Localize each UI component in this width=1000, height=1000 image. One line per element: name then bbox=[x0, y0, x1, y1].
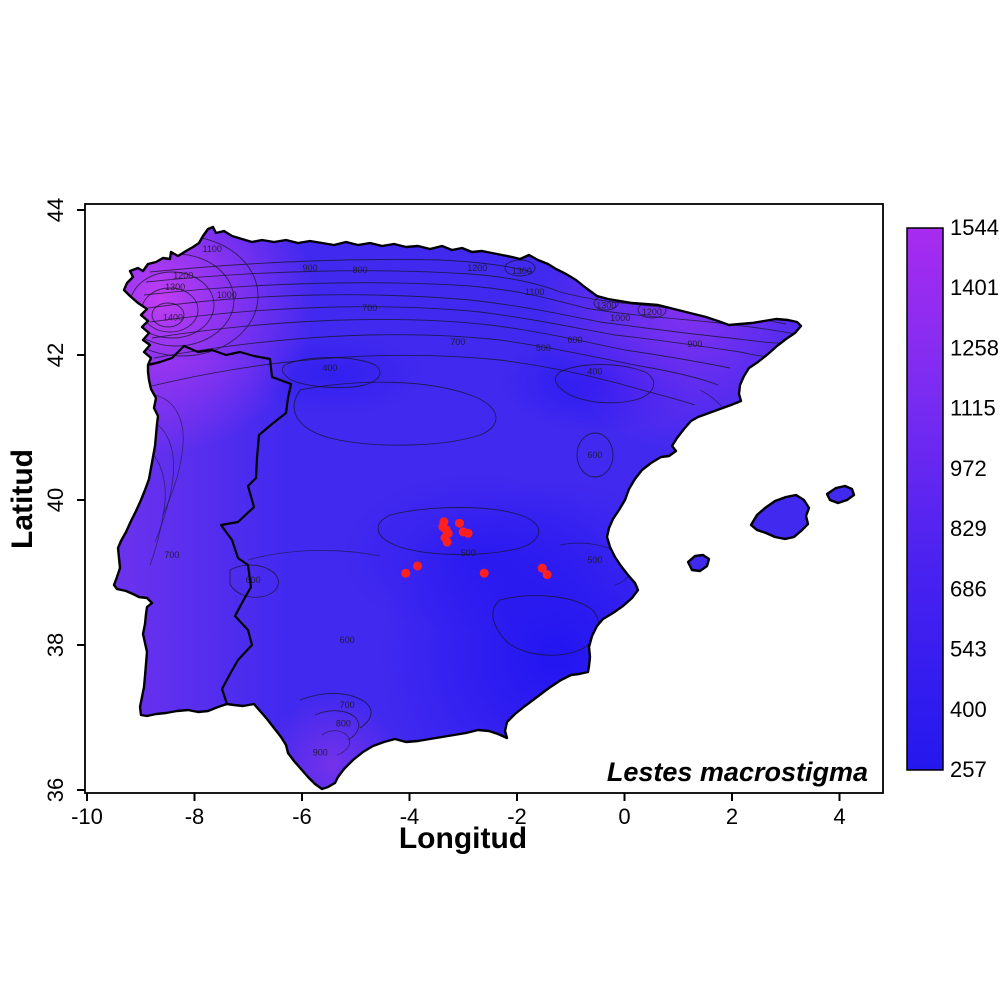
x-tick-label: -10 bbox=[71, 804, 103, 829]
colorbar-tick-labels: 257 400 543 686 829 972 1115 1258 1401 1544 bbox=[950, 215, 999, 782]
colorbar-tick-label: 686 bbox=[950, 576, 987, 601]
plot-frame bbox=[84, 203, 884, 794]
occurrence-point bbox=[442, 537, 452, 547]
contour-label: 1200 bbox=[173, 270, 193, 280]
species-annotation: Lestes macrostigma bbox=[607, 757, 868, 787]
x-tick-label: 0 bbox=[618, 804, 630, 829]
occurrence-point bbox=[401, 568, 411, 578]
y-tick-label: 40 bbox=[43, 488, 68, 512]
x-tick-label: -4 bbox=[400, 804, 420, 829]
colorbar-tick-label: 972 bbox=[950, 456, 987, 481]
contour-label: 600 bbox=[587, 450, 602, 460]
contour-label: 1200 bbox=[642, 307, 662, 317]
contour-label: 400 bbox=[322, 363, 337, 373]
contour-label: 700 bbox=[164, 550, 179, 560]
colorbar-tick-label: 1258 bbox=[950, 335, 999, 360]
y-axis-title: Latitud bbox=[6, 449, 39, 549]
contour-label: 1400 bbox=[163, 312, 183, 322]
y-tick-label: 42 bbox=[43, 343, 68, 367]
contour-label: 1100 bbox=[203, 244, 222, 254]
colorbar-tick-label: 257 bbox=[950, 757, 987, 782]
x-tick-label: -2 bbox=[507, 804, 527, 829]
contour-label: 400 bbox=[587, 367, 602, 377]
contour-label: 1300 bbox=[512, 266, 532, 276]
contour-label: 700 bbox=[450, 337, 465, 347]
contour-label: 700 bbox=[340, 700, 355, 710]
contour-label: 1300 bbox=[165, 282, 185, 292]
contour-label: 1000 bbox=[610, 313, 630, 323]
x-axis-ticks: -10 -8 -6 -4 -2 0 2 4 bbox=[71, 793, 846, 829]
colorbar-tick-label: 829 bbox=[950, 516, 987, 541]
contour-label: 900 bbox=[313, 747, 328, 757]
contour-label: 800 bbox=[353, 265, 368, 275]
contour-label: 600 bbox=[340, 635, 355, 645]
occurrence-point bbox=[413, 561, 423, 571]
contour-label: 900 bbox=[303, 263, 318, 273]
contour-label: 700 bbox=[362, 303, 377, 313]
spain-portugal-border bbox=[147, 344, 293, 705]
contour-label: 1200 bbox=[467, 263, 487, 273]
contour-label: 500 bbox=[587, 555, 602, 565]
x-tick-label: -6 bbox=[292, 804, 312, 829]
occurrence-points bbox=[401, 517, 552, 580]
y-axis-ticks: 36 38 40 42 44 bbox=[43, 198, 85, 802]
x-axis-title: Longitud bbox=[399, 822, 527, 855]
colorbar bbox=[906, 227, 944, 771]
y-tick-label: 38 bbox=[43, 633, 68, 657]
contour-label: 800 bbox=[336, 718, 351, 728]
x-tick-label: -8 bbox=[185, 804, 205, 829]
x-tick-label: 2 bbox=[726, 804, 738, 829]
y-tick-label: 36 bbox=[43, 778, 68, 802]
occurrence-point bbox=[479, 568, 489, 578]
contour-label: 500 bbox=[536, 343, 551, 353]
contour-value-labels: 1400 1300 1200 1100 1000 900 800 1200 1300 1100 13… bbox=[163, 244, 702, 757]
colorbar-tick-label: 543 bbox=[950, 637, 987, 662]
colorbar-tick-label: 1115 bbox=[950, 396, 996, 421]
contour-label: 500 bbox=[461, 548, 476, 558]
contour-label: 900 bbox=[687, 339, 702, 349]
colorbar-tick-label: 1401 bbox=[950, 275, 999, 300]
contour-label: 1100 bbox=[525, 287, 544, 297]
occurrence-point bbox=[463, 528, 473, 538]
contour-label: 1300 bbox=[596, 301, 616, 311]
colorbar-tick-label: 400 bbox=[950, 697, 987, 722]
y-tick-label: 44 bbox=[43, 198, 68, 222]
contour-label: 1000 bbox=[217, 290, 237, 300]
contour-label: 600 bbox=[246, 575, 261, 585]
colorbar-tick-label: 1544 bbox=[950, 215, 999, 240]
contour-label: 600 bbox=[568, 335, 583, 345]
occurrence-point bbox=[542, 570, 552, 580]
occurrence-point bbox=[537, 563, 547, 573]
occurrence-point bbox=[454, 518, 464, 528]
x-tick-label: 4 bbox=[833, 804, 845, 829]
